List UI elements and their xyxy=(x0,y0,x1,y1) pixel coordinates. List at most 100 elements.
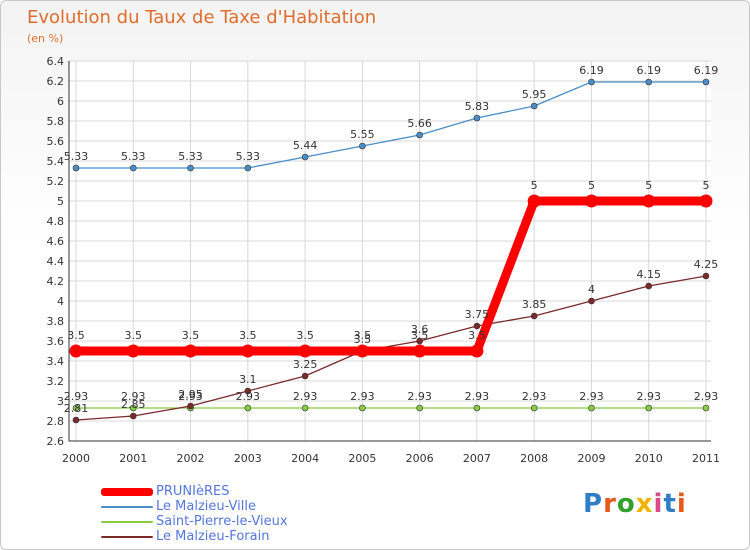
x-tick-label: 2005 xyxy=(348,452,376,465)
x-tick-label: 2000 xyxy=(62,452,90,465)
y-tick-label: 4.4 xyxy=(47,255,65,268)
data-point-le-malzieu-ville xyxy=(129,164,137,172)
data-label-le-malzieu-forain: 4.25 xyxy=(694,258,719,271)
y-tick-label: 5.6 xyxy=(47,135,65,148)
data-label-le-malzieu-ville: 5.83 xyxy=(465,100,490,113)
data-point-saint-pierre-le-vieux xyxy=(416,404,423,412)
legend-item-le-malzieu-ville: Le Malzieu-Ville xyxy=(101,500,401,514)
data-point-le-malzieu-ville xyxy=(645,78,653,86)
data-point-le-malzieu-ville xyxy=(72,164,80,172)
y-tick-label: 3.2 xyxy=(47,375,65,388)
logo-letter: t xyxy=(663,489,677,519)
data-label-le-malzieu-ville: 5.33 xyxy=(236,150,261,163)
data-point-le-malzieu-forain xyxy=(588,297,595,305)
data-label-le-malzieu-forain: 3.1 xyxy=(239,373,257,386)
data-label-prunie-res: 3.5 xyxy=(468,329,486,342)
y-tick-label: 4.6 xyxy=(47,235,65,248)
x-tick-label: 2011 xyxy=(692,452,720,465)
data-point-le-malzieu-forain xyxy=(129,412,137,420)
data-point-prunie-res xyxy=(126,344,140,358)
data-point-saint-pierre-le-vieux xyxy=(129,404,137,412)
y-tick-label: 2.6 xyxy=(47,435,65,448)
y-tick-label: 3.6 xyxy=(47,335,65,348)
data-label-saint-pierre-le-vieux: 2.93 xyxy=(293,390,318,403)
series-line-prunie-res xyxy=(71,196,711,356)
data-point-le-malzieu-ville xyxy=(301,153,309,161)
data-point-saint-pierre-le-vieux xyxy=(645,404,653,412)
data-point-prunie-res xyxy=(699,194,713,208)
logo-letter: P xyxy=(583,489,604,519)
data-label-prunie-res: 3.5 xyxy=(67,329,85,342)
y-tick-label: 3 xyxy=(57,395,64,408)
data-label-prunie-res: 3.5 xyxy=(239,329,257,342)
data-label-le-malzieu-ville: 5.33 xyxy=(64,150,89,163)
data-label-le-malzieu-ville: 5.33 xyxy=(121,150,146,163)
series-line-le-malzieu-ville xyxy=(75,81,707,169)
data-point-le-malzieu-forain xyxy=(645,282,653,290)
logo-letter: r xyxy=(603,489,617,519)
data-label-le-malzieu-forain: 3.5 xyxy=(354,333,372,346)
x-tick-label: 2010 xyxy=(635,452,663,465)
data-point-saint-pierre-le-vieux xyxy=(473,404,481,412)
data-label-le-malzieu-ville: 5.55 xyxy=(350,128,375,141)
data-point-prunie-res xyxy=(527,194,541,208)
x-tick-label: 2008 xyxy=(520,452,548,465)
data-point-saint-pierre-le-vieux xyxy=(72,404,80,412)
data-point-le-malzieu-ville xyxy=(588,78,595,86)
data-point-prunie-res xyxy=(298,344,312,358)
legend-swatch xyxy=(101,506,153,508)
data-label-le-malzieu-forain: 3.6 xyxy=(411,323,429,336)
data-label-le-malzieu-ville: 5.95 xyxy=(522,88,547,101)
data-label-le-malzieu-forain: 3.25 xyxy=(293,358,318,371)
data-label-saint-pierre-le-vieux: 2.93 xyxy=(522,390,547,403)
legend-swatch xyxy=(101,536,153,538)
legend-item-saint-pierre-le-vieux: Saint-Pierre-le-Vieux xyxy=(101,515,401,529)
data-label-le-malzieu-forain: 3.75 xyxy=(465,308,490,321)
y-tick-label: 3.8 xyxy=(47,315,65,328)
y-tick-label: 2.8 xyxy=(47,415,65,428)
x-tick-label: 2003 xyxy=(234,452,262,465)
data-label-le-malzieu-ville: 5.66 xyxy=(407,117,432,130)
legend-item-prunie-res: PRUNIèRES xyxy=(101,485,401,499)
data-label-prunie-res: 3.5 xyxy=(182,329,200,342)
logo-letter: x xyxy=(635,489,654,519)
data-label-saint-pierre-le-vieux: 2.93 xyxy=(121,390,146,403)
data-point-prunie-res xyxy=(241,344,255,358)
y-tick-label: 4.2 xyxy=(47,275,65,288)
logo-letter: o xyxy=(616,489,636,519)
data-label-saint-pierre-le-vieux: 2.93 xyxy=(636,390,661,403)
data-point-le-malzieu-forain xyxy=(244,387,252,395)
data-label-prunie-res: 5 xyxy=(645,179,652,192)
data-label-le-malzieu-ville: 5.33 xyxy=(178,150,203,163)
data-point-prunie-res xyxy=(184,344,198,358)
y-tick-label: 4.8 xyxy=(47,215,65,228)
data-label-prunie-res: 5 xyxy=(531,179,538,192)
legend-label: Le Malzieu-Forain xyxy=(156,529,270,544)
data-point-le-malzieu-ville xyxy=(416,131,423,139)
data-label-prunie-res: 3.5 xyxy=(125,329,143,342)
series-line-le-malzieu-forain xyxy=(75,275,707,421)
data-point-saint-pierre-le-vieux xyxy=(530,404,538,412)
data-label-le-malzieu-forain: 4 xyxy=(588,283,595,296)
chart-title: Evolution du Taux de Taxe d'Habitation xyxy=(27,7,377,28)
y-tick-label: 5.4 xyxy=(47,155,65,168)
data-label-saint-pierre-le-vieux: 2.93 xyxy=(579,390,604,403)
data-label-prunie-res: 3.5 xyxy=(411,329,429,342)
data-label-le-malzieu-ville: 6.19 xyxy=(694,64,719,77)
data-label-le-malzieu-ville: 5.44 xyxy=(293,139,318,152)
y-tick-label: 5.2 xyxy=(47,175,65,188)
data-point-saint-pierre-le-vieux xyxy=(301,404,309,412)
y-tick-label: 5.8 xyxy=(47,115,65,128)
data-label-le-malzieu-forain: 2.95 xyxy=(178,388,203,401)
data-label-saint-pierre-le-vieux: 2.93 xyxy=(465,390,490,403)
data-point-le-malzieu-ville xyxy=(359,142,366,150)
data-point-le-malzieu-ville xyxy=(244,164,252,172)
data-point-saint-pierre-le-vieux xyxy=(702,404,710,412)
legend-label: PRUNIèRES xyxy=(156,484,230,499)
data-label-saint-pierre-le-vieux: 2.93 xyxy=(236,390,261,403)
data-point-le-malzieu-forain xyxy=(72,416,80,424)
legend-label: Le Malzieu-Ville xyxy=(156,499,256,514)
x-tick-label: 2006 xyxy=(406,452,434,465)
